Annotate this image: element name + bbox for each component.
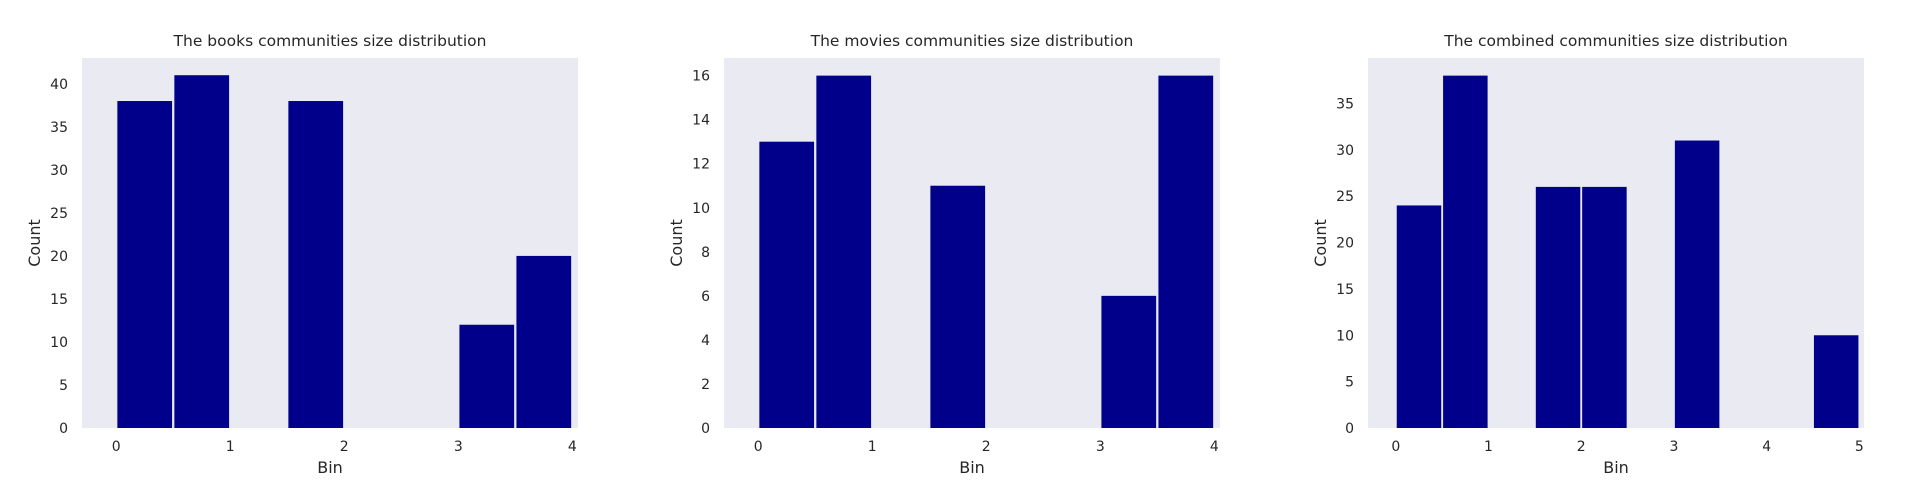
x-tick-label-combined-5: 5 — [1855, 439, 1864, 455]
bar-combined-1 — [1443, 75, 1488, 428]
x-tick-label-movies-2: 2 — [982, 439, 991, 455]
y-tick-label-movies-12: 12 — [692, 157, 710, 173]
y-tick-label-books-15: 15 — [50, 292, 68, 308]
y-axis-label-books: Count — [25, 219, 44, 267]
x-tick-label-combined-3: 3 — [1669, 439, 1678, 455]
x-tick-label-combined-1: 1 — [1484, 439, 1493, 455]
y-tick-label-books-0: 0 — [59, 421, 68, 437]
y-axis-label-combined: Count — [1311, 219, 1330, 267]
x-axis-label-combined: Bin — [1603, 458, 1629, 477]
chart-title-combined: The combined communities size distributi… — [1443, 32, 1788, 50]
bar-combined-5 — [1813, 335, 1859, 428]
y-tick-label-combined-30: 30 — [1336, 143, 1354, 159]
y-tick-label-books-30: 30 — [50, 163, 68, 179]
chart-panel-books: The books communities size distribution 0… — [25, 32, 578, 477]
chart-panel-movies: The movies communities size distribution… — [667, 32, 1220, 477]
y-tick-label-movies-4: 4 — [701, 333, 710, 349]
x-axis-label-movies: Bin — [959, 458, 985, 477]
bar-movies-1 — [816, 75, 872, 428]
y-tick-label-combined-15: 15 — [1336, 282, 1354, 298]
y-tick-label-movies-0: 0 — [701, 421, 710, 437]
chart-panel-combined: The combined communities size distributi… — [1311, 32, 1864, 477]
x-tick-label-movies-0: 0 — [754, 439, 763, 455]
y-tick-label-movies-14: 14 — [692, 113, 710, 129]
y-tick-label-movies-10: 10 — [692, 201, 710, 217]
y-tick-label-combined-35: 35 — [1336, 96, 1354, 112]
x-tick-label-movies-4: 4 — [1210, 439, 1219, 455]
y-tick-label-movies-8: 8 — [701, 245, 710, 261]
chart-title-movies: The movies communities size distribution — [810, 32, 1134, 50]
y-tick-label-combined-25: 25 — [1336, 189, 1354, 205]
x-tick-label-combined-0: 0 — [1391, 439, 1400, 455]
y-tick-label-books-10: 10 — [50, 335, 68, 351]
y-tick-label-combined-5: 5 — [1345, 375, 1354, 391]
bar-books-4 — [516, 255, 572, 428]
x-tick-label-books-3: 3 — [454, 439, 463, 455]
y-tick-label-combined-20: 20 — [1336, 236, 1354, 252]
bar-books-3 — [459, 324, 515, 428]
y-tick-label-movies-16: 16 — [692, 69, 710, 85]
y-tick-label-movies-6: 6 — [701, 289, 710, 305]
y-tick-label-combined-10: 10 — [1336, 328, 1354, 344]
x-tick-label-combined-4: 4 — [1762, 439, 1771, 455]
bar-movies-3 — [1101, 295, 1157, 428]
x-tick-label-books-1: 1 — [226, 439, 235, 455]
y-tick-label-movies-2: 2 — [701, 377, 710, 393]
x-axis-label-books: Bin — [317, 458, 343, 477]
y-axis-label-movies: Count — [667, 219, 686, 267]
y-tick-label-books-40: 40 — [50, 77, 68, 93]
y-tick-label-combined-0: 0 — [1345, 421, 1354, 437]
x-tick-label-books-4: 4 — [568, 439, 577, 455]
chart-title-books: The books communities size distribution — [173, 32, 487, 50]
y-tick-label-books-5: 5 — [59, 378, 68, 394]
x-tick-label-books-0: 0 — [112, 439, 121, 455]
x-tick-label-movies-3: 3 — [1096, 439, 1105, 455]
y-tick-label-books-35: 35 — [50, 120, 68, 136]
bar-movies-0 — [759, 141, 815, 428]
y-tick-label-books-20: 20 — [50, 249, 68, 265]
bar-books-1 — [174, 75, 230, 429]
bar-combined-3 — [1582, 186, 1627, 428]
bar-combined-0 — [1396, 205, 1442, 428]
x-tick-label-movies-1: 1 — [868, 439, 877, 455]
y-tick-label-books-25: 25 — [50, 206, 68, 222]
bar-movies-2 — [930, 185, 986, 428]
bar-movies-4 — [1158, 75, 1214, 428]
x-tick-label-books-2: 2 — [340, 439, 349, 455]
bar-combined-2 — [1535, 186, 1581, 428]
bar-books-2 — [288, 101, 344, 428]
x-tick-label-combined-2: 2 — [1577, 439, 1586, 455]
bar-books-0 — [117, 101, 173, 428]
bar-combined-4 — [1674, 140, 1720, 429]
